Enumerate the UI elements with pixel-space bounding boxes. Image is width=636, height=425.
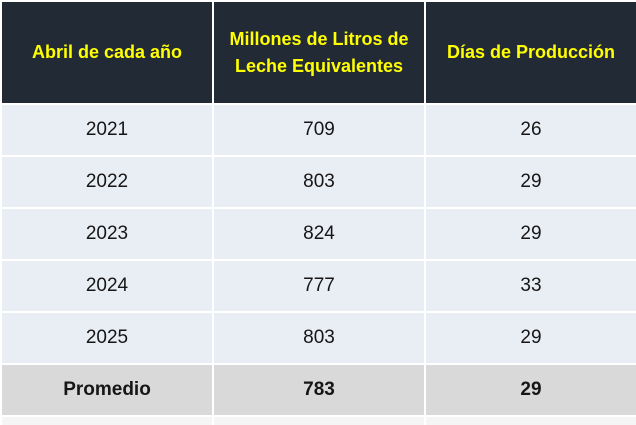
days-cell: 26 [426, 105, 636, 155]
summary-liters: 783 [214, 365, 424, 415]
days-cell: 29 [426, 209, 636, 259]
summary-days: 29 [426, 365, 636, 415]
liters-cell: 803 [214, 157, 424, 207]
liters-cell: 824 [214, 209, 424, 259]
table-header-row: Abril de cada año Millones de Litros de … [2, 2, 636, 103]
days-cell: 33 [426, 261, 636, 311]
year-cell: 2024 [2, 261, 212, 311]
liters-cell: 709 [214, 105, 424, 155]
table-row-2024: 2024 777 33 [2, 261, 636, 311]
liters-cell: 803 [214, 313, 424, 363]
table-summary-row: Promedio 783 29 [2, 365, 636, 415]
stub-cell [2, 417, 212, 425]
table-row-2025: 2025 803 29 [2, 313, 636, 363]
liters-cell: 777 [214, 261, 424, 311]
stub-cell [214, 417, 424, 425]
year-cell: 2021 [2, 105, 212, 155]
days-cell: 29 [426, 157, 636, 207]
year-cell: 2025 [2, 313, 212, 363]
table-row-2023: 2023 824 29 [2, 209, 636, 259]
table-row-2021: 2021 709 26 [2, 105, 636, 155]
year-cell: 2022 [2, 157, 212, 207]
column-header-million-liters: Millones de Litros de Leche Equivalentes [214, 2, 424, 103]
year-cell: 2023 [2, 209, 212, 259]
days-cell: 29 [426, 313, 636, 363]
table-row-2022: 2022 803 29 [2, 157, 636, 207]
stub-cell [426, 417, 636, 425]
column-header-production-days: Días de Producción [426, 2, 636, 103]
table-bottom-stub-row [2, 417, 636, 425]
summary-label: Promedio [2, 365, 212, 415]
column-header-month-year: Abril de cada año [2, 2, 212, 103]
